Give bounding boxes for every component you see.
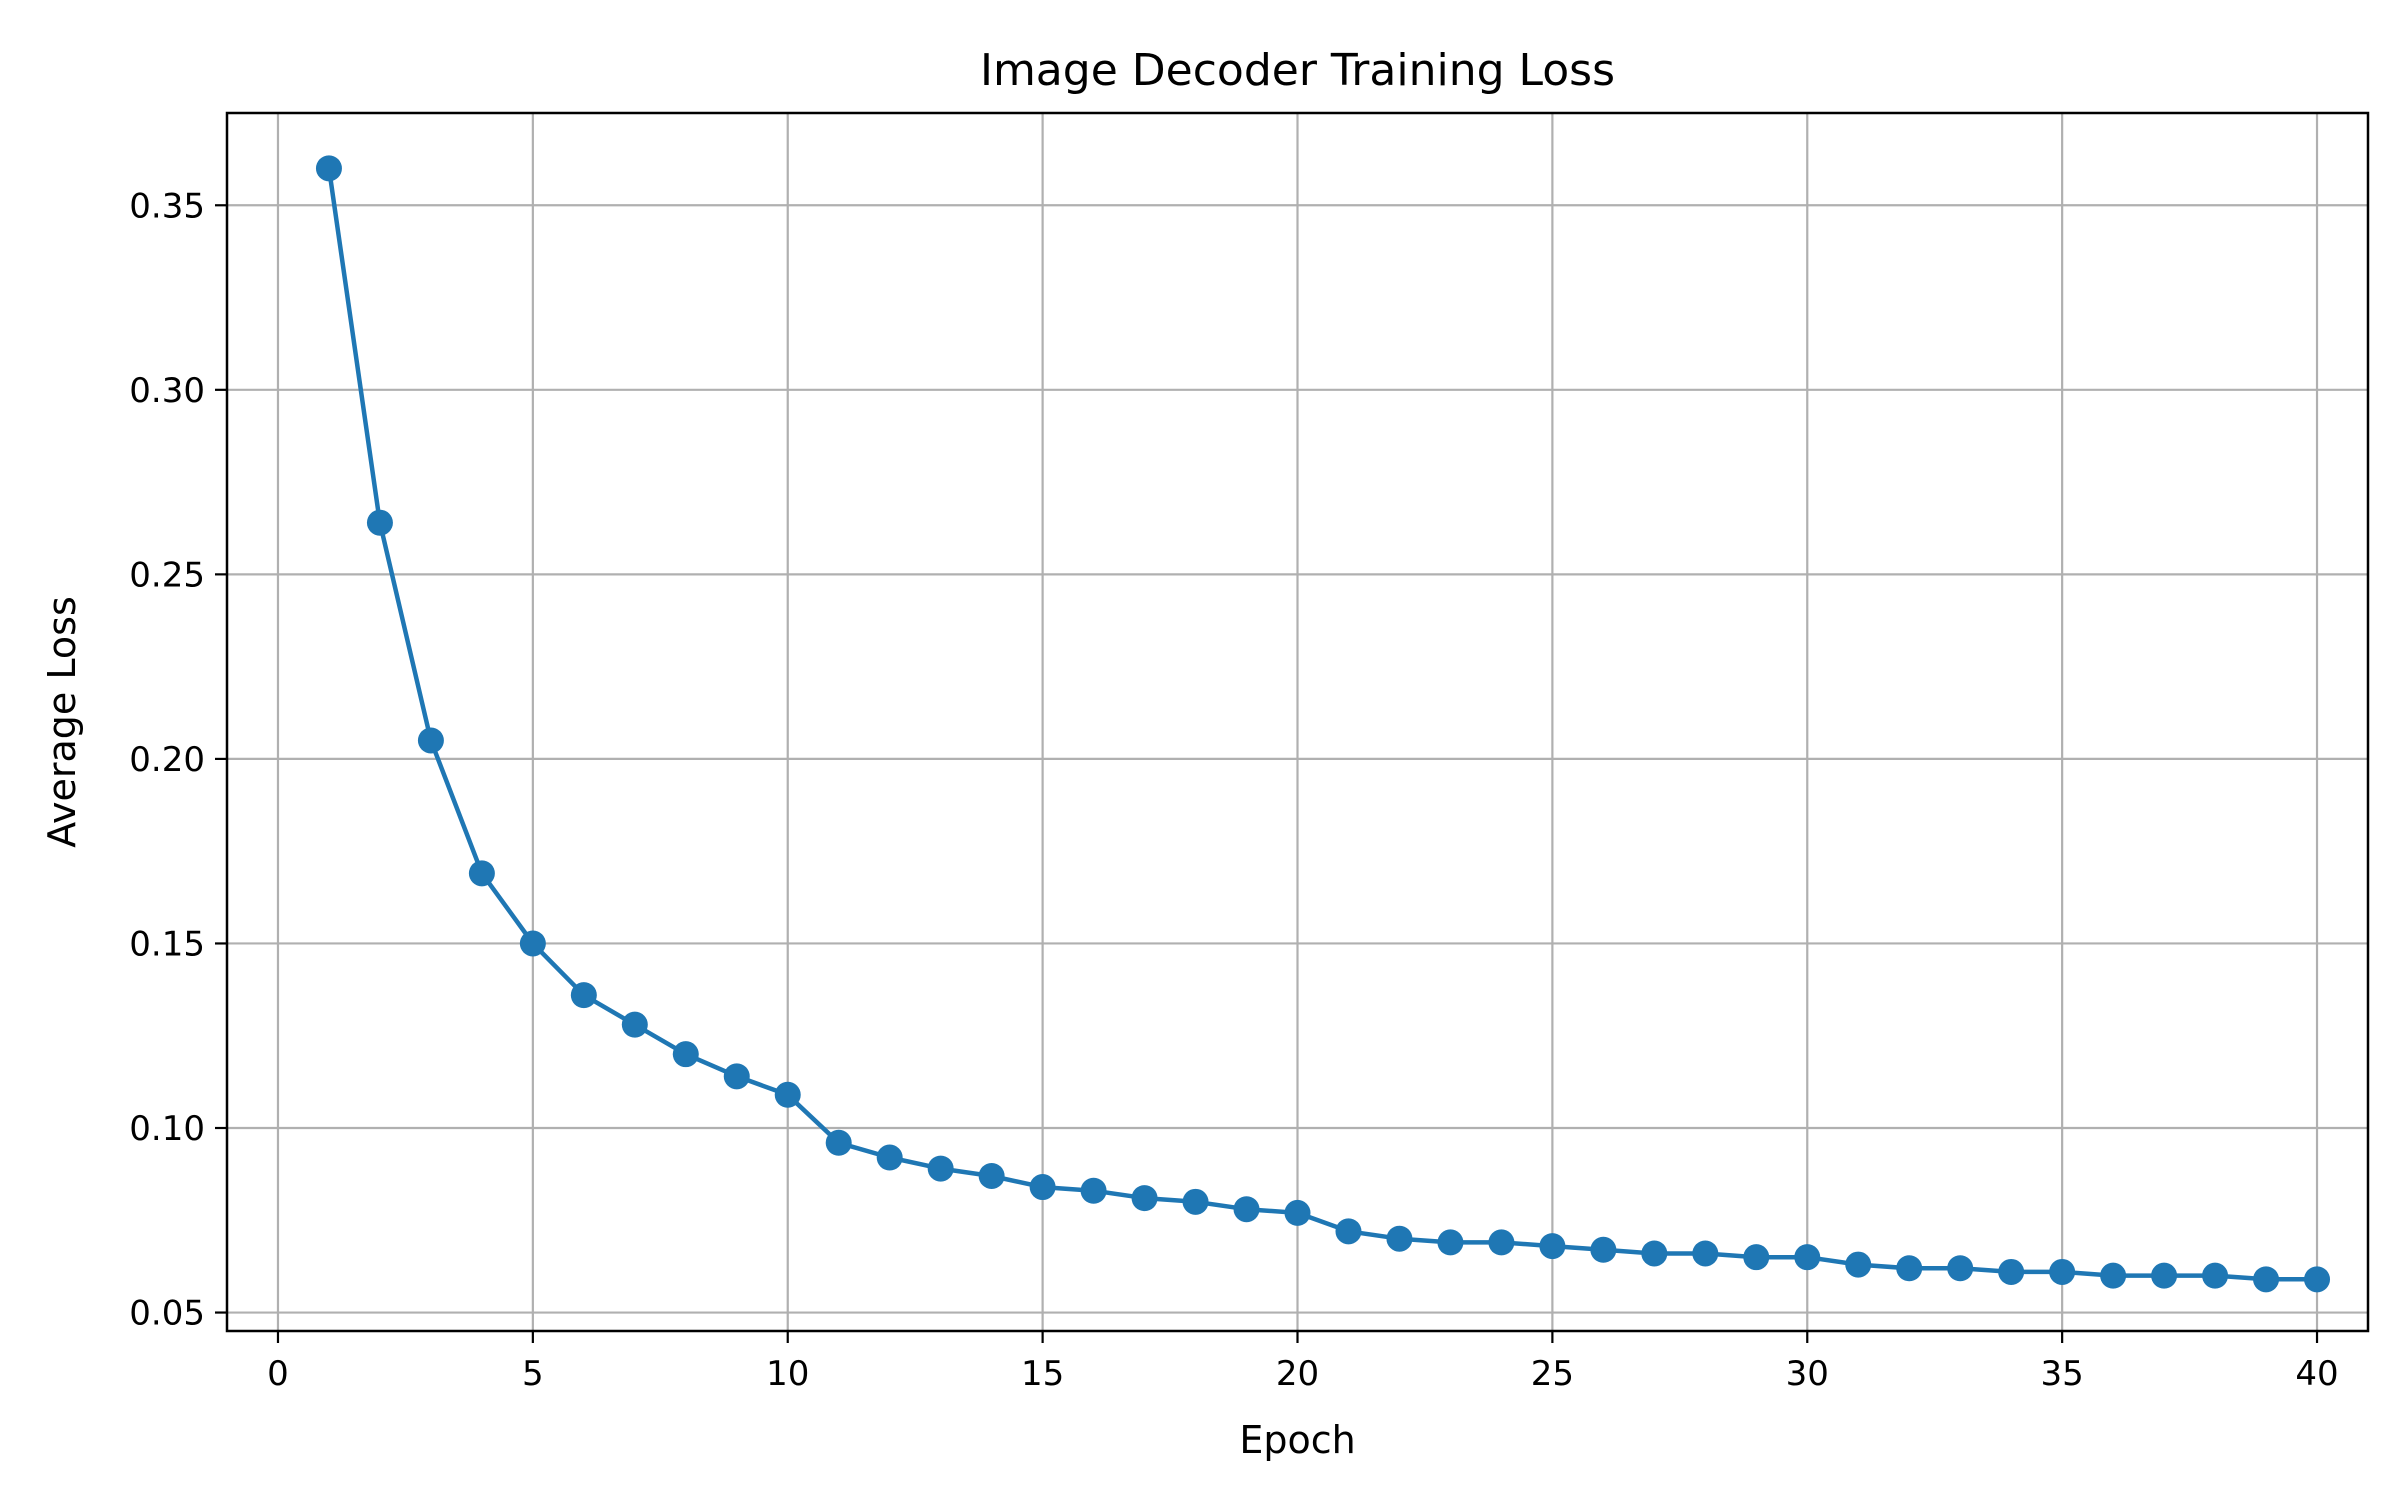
data-point	[1335, 1218, 1362, 1245]
y-tick-label: 0.30	[129, 371, 205, 411]
ticks: 0 5 10 15 20 25 30 35 40 0.05 0.10 0.15 0.20 0.25 0.30…	[129, 186, 2338, 1394]
data-point	[2202, 1262, 2229, 1289]
data-point	[1743, 1244, 1770, 1271]
data-point	[315, 155, 342, 182]
y-tick-label: 0.25	[129, 555, 205, 595]
y-tick-label: 0.35	[129, 186, 205, 226]
data-point	[1437, 1229, 1464, 1256]
data-point	[1692, 1240, 1719, 1267]
data-point	[621, 1011, 648, 1038]
data-point	[1947, 1255, 1974, 1282]
data-point	[1080, 1177, 1107, 1204]
data-point	[1284, 1199, 1311, 1226]
data-point	[468, 860, 495, 887]
x-axis-label: Epoch	[1239, 1418, 1355, 1462]
data-point	[1029, 1174, 1056, 1201]
data-point	[1539, 1233, 1566, 1260]
grid	[227, 113, 2368, 1331]
data-point	[723, 1063, 750, 1090]
x-tick-label: 25	[1531, 1354, 1574, 1394]
data-point	[672, 1041, 699, 1068]
data-point	[1488, 1229, 1515, 1256]
data-point	[927, 1155, 954, 1182]
chart-title: Image Decoder Training Loss	[980, 45, 1615, 96]
data-point	[1590, 1236, 1617, 1263]
data-point	[2253, 1266, 2280, 1293]
y-tick-label: 0.20	[129, 740, 205, 780]
x-tick-label: 15	[1021, 1354, 1064, 1394]
x-tick-label: 10	[766, 1354, 809, 1394]
y-tick-label: 0.05	[129, 1294, 205, 1334]
y-tick-label: 0.10	[129, 1109, 205, 1149]
data-point	[366, 509, 393, 536]
x-tick-label: 30	[1786, 1354, 1829, 1394]
data-point	[876, 1144, 903, 1171]
data-point	[2049, 1258, 2076, 1285]
data-point	[519, 930, 546, 957]
x-tick-label: 35	[2041, 1354, 2084, 1394]
data-point	[1794, 1244, 1821, 1271]
data-point	[1998, 1258, 2025, 1285]
data-point	[1131, 1185, 1158, 1212]
data-point	[570, 982, 597, 1009]
data-point	[1233, 1196, 1260, 1223]
data-point	[2304, 1266, 2331, 1293]
x-tick-label: 20	[1276, 1354, 1319, 1394]
data-point	[417, 727, 444, 754]
y-axis-label: Average Loss	[40, 596, 84, 847]
x-tick-label: 40	[2295, 1354, 2338, 1394]
y-tick-label: 0.15	[129, 924, 205, 964]
data-point	[2100, 1262, 2127, 1289]
data-point	[774, 1081, 801, 1108]
series-line	[326, 168, 2317, 1282]
data-point	[1845, 1251, 1872, 1278]
data-point	[1896, 1255, 1923, 1282]
data-point	[825, 1129, 852, 1156]
x-tick-label: 0	[267, 1354, 289, 1394]
data-point	[1386, 1225, 1413, 1252]
data-point	[978, 1162, 1005, 1189]
data-point	[1641, 1240, 1668, 1267]
data-point	[1182, 1188, 1209, 1215]
series-layer	[315, 155, 2331, 1293]
x-tick-label: 5	[522, 1354, 544, 1394]
data-point	[2151, 1262, 2178, 1289]
